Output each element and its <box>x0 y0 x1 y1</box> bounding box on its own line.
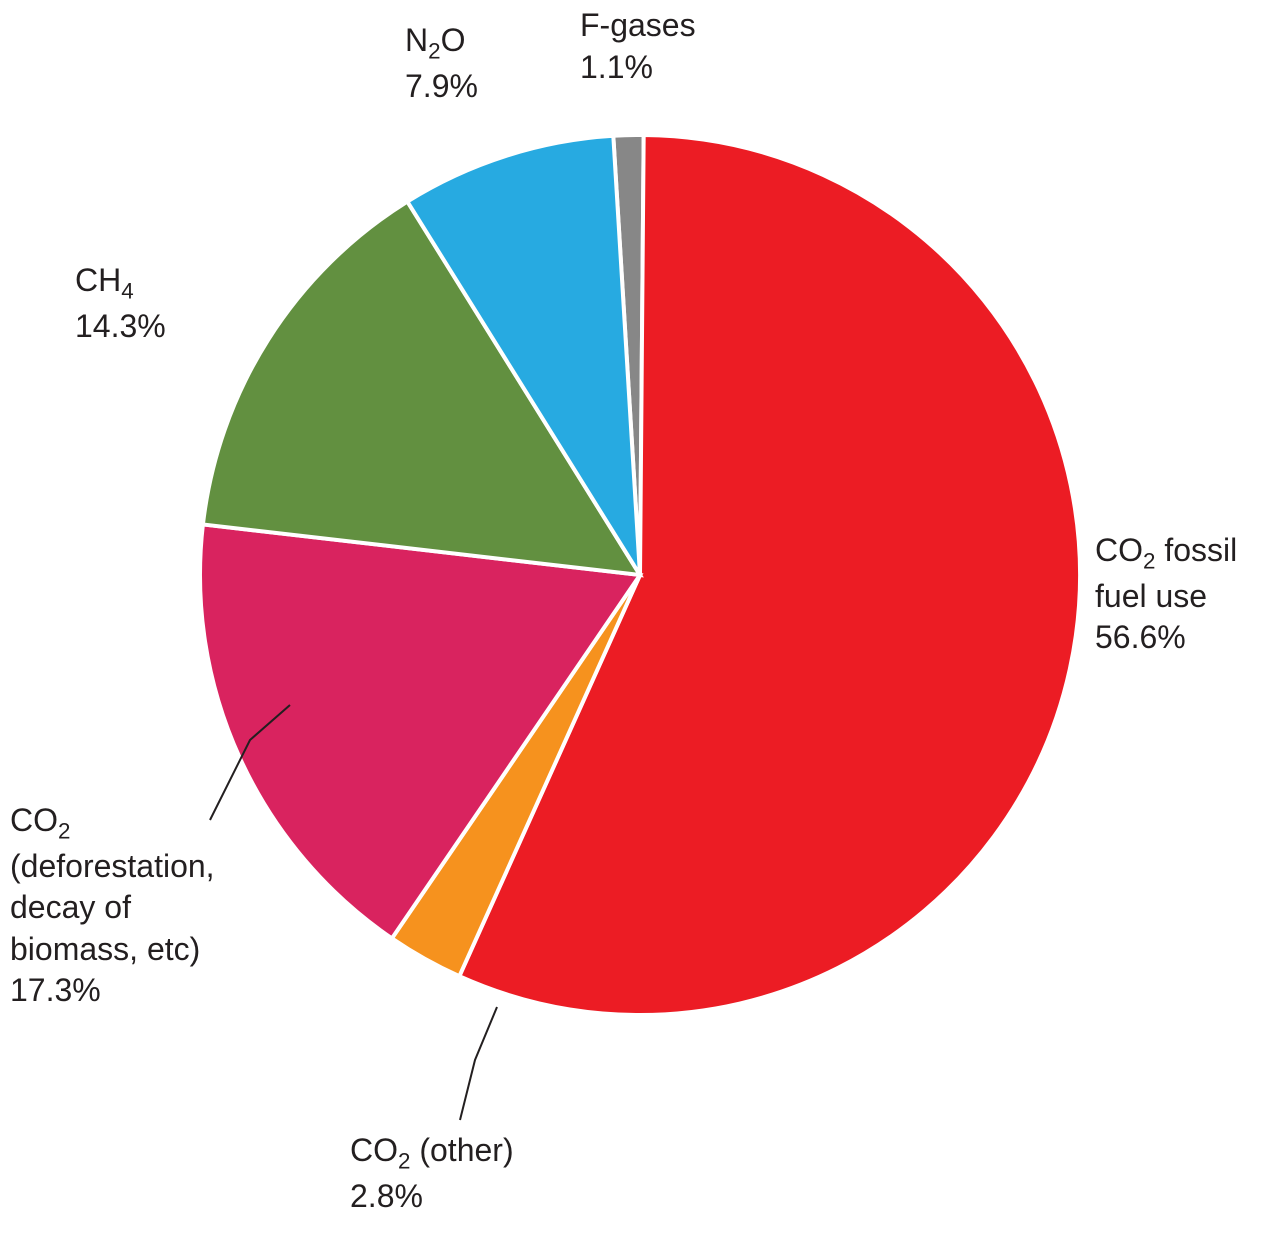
leader-line-1 <box>460 1007 497 1120</box>
pie-chart: F-gases1.1% N2O7.9% CH414.3% CO2(deforestat… <box>0 0 1280 1241</box>
label-fgases: F-gases1.1% <box>580 5 696 88</box>
label-co2deforest: CO2(deforestation,decay ofbiomass, etc)1… <box>10 800 215 1012</box>
pie-svg <box>0 0 1280 1241</box>
label-n2o: N2O7.9% <box>405 20 478 107</box>
label-ch4: CH414.3% <box>75 260 166 347</box>
label-co2fossil: CO2 fossilfuel use56.6% <box>1095 530 1237 659</box>
label-co2other: CO2 (other)2.8% <box>350 1130 514 1217</box>
